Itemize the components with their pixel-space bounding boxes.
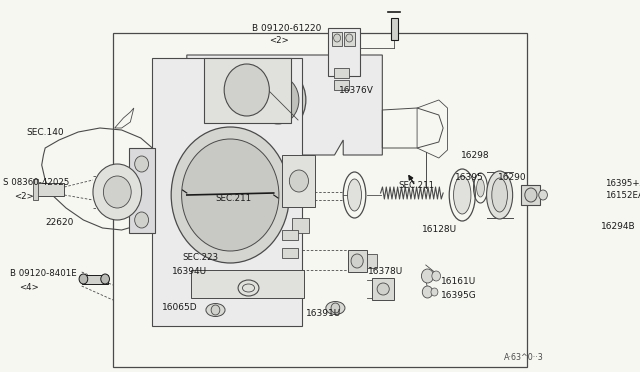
Text: 16395: 16395: [455, 173, 484, 182]
Text: B 09120-8401E: B 09120-8401E: [10, 269, 77, 279]
Bar: [332, 32, 342, 46]
Bar: [113, 33, 527, 367]
Circle shape: [333, 34, 340, 42]
Text: SEC.211: SEC.211: [216, 193, 252, 202]
Bar: [129, 148, 155, 233]
Ellipse shape: [486, 171, 513, 219]
Polygon shape: [187, 55, 382, 155]
Ellipse shape: [206, 304, 225, 317]
Bar: [372, 278, 394, 300]
Bar: [348, 250, 367, 272]
Bar: [333, 80, 349, 90]
Bar: [344, 32, 355, 46]
Text: 16290: 16290: [498, 173, 527, 182]
Text: A·63^0··3: A·63^0··3: [504, 353, 544, 362]
Circle shape: [257, 76, 299, 124]
Ellipse shape: [477, 179, 484, 197]
Circle shape: [250, 68, 306, 132]
Circle shape: [134, 156, 148, 172]
Text: 22620: 22620: [45, 218, 74, 227]
Text: 16298: 16298: [461, 151, 489, 160]
Bar: [292, 218, 309, 233]
Bar: [391, 18, 398, 40]
Bar: [152, 58, 301, 326]
Circle shape: [346, 34, 353, 42]
Ellipse shape: [348, 179, 362, 211]
Circle shape: [224, 64, 269, 116]
Bar: [204, 58, 291, 123]
Circle shape: [100, 274, 109, 284]
Text: 16376V: 16376V: [339, 86, 374, 94]
Text: S 08360-42025: S 08360-42025: [3, 177, 70, 186]
Text: 16395G: 16395G: [442, 292, 477, 301]
Circle shape: [422, 286, 433, 298]
Text: 16294B: 16294B: [602, 221, 636, 231]
Bar: [522, 185, 540, 205]
Circle shape: [93, 164, 141, 220]
Bar: [328, 28, 360, 76]
Bar: [282, 230, 298, 240]
Bar: [82, 275, 108, 284]
Bar: [367, 254, 377, 268]
Text: SEC.223: SEC.223: [182, 253, 219, 263]
Circle shape: [182, 139, 279, 251]
Circle shape: [104, 176, 131, 208]
Ellipse shape: [454, 176, 471, 214]
Ellipse shape: [377, 283, 389, 295]
Text: 16395+A: 16395+A: [605, 179, 640, 187]
Text: <4>: <4>: [19, 283, 39, 292]
Circle shape: [289, 170, 308, 192]
Ellipse shape: [492, 178, 508, 212]
Text: 16161U: 16161U: [442, 278, 477, 286]
Text: <2>: <2>: [269, 35, 289, 45]
Ellipse shape: [243, 284, 255, 292]
Text: 16378U: 16378U: [369, 267, 404, 276]
Circle shape: [331, 303, 340, 313]
Bar: [333, 68, 349, 78]
Text: SEC.211: SEC.211: [398, 180, 434, 189]
Bar: [33, 179, 38, 200]
Text: SEC.140: SEC.140: [26, 128, 64, 137]
Text: 16065D: 16065D: [162, 304, 197, 312]
Ellipse shape: [326, 301, 345, 314]
Circle shape: [79, 274, 88, 284]
Text: 16391U: 16391U: [306, 310, 341, 318]
Text: 16152EA: 16152EA: [605, 190, 640, 199]
Circle shape: [211, 305, 220, 315]
Circle shape: [351, 254, 364, 268]
Bar: [282, 248, 298, 258]
Circle shape: [525, 188, 537, 202]
Text: B 09120-61220: B 09120-61220: [252, 23, 321, 32]
Circle shape: [134, 212, 148, 228]
Circle shape: [539, 190, 547, 200]
Bar: [36, 183, 64, 196]
Text: 16394U: 16394U: [172, 267, 207, 276]
Circle shape: [432, 271, 440, 281]
Bar: [282, 155, 316, 207]
Text: 16128U: 16128U: [422, 224, 458, 234]
Circle shape: [431, 288, 438, 296]
Bar: [191, 270, 304, 298]
Circle shape: [421, 269, 433, 283]
Text: <2>: <2>: [14, 192, 34, 201]
Circle shape: [171, 127, 289, 263]
